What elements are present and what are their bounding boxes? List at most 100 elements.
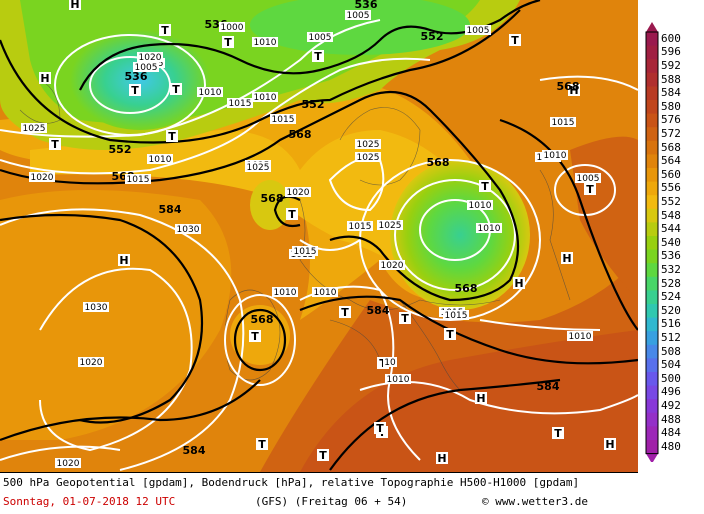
- footer-model: (GFS) (Freitag 06 + 54): [255, 495, 408, 508]
- small-low-north-sea: [250, 180, 290, 230]
- isobar-label-bg: [125, 174, 151, 184]
- legend-value: 532: [661, 263, 681, 276]
- geopotential-label: 568: [251, 313, 274, 326]
- geopotential-label: 552: [421, 30, 444, 43]
- legend-swatch: [646, 440, 658, 455]
- legend-swatch: [646, 127, 658, 142]
- pressure-center-bg: [604, 438, 616, 450]
- legend-value: 536: [661, 249, 681, 263]
- high-pressure-marker: H: [40, 72, 49, 85]
- legend-value: 552: [661, 195, 681, 208]
- high-pressure-marker: H: [119, 254, 128, 267]
- isobar-label-bg: [252, 92, 278, 102]
- pressure-center-bg: [129, 84, 141, 96]
- pressure-center-bg: [339, 306, 351, 318]
- geopotential-label: 552: [302, 98, 325, 111]
- isobar-label-bg: [285, 187, 311, 197]
- footer-date: Sonntag, 01-07-2018 12 UTC: [3, 495, 176, 508]
- legend-value: 596: [661, 45, 681, 59]
- pressure-center-bg: [552, 427, 564, 439]
- isobar-label: 1020: [31, 173, 54, 183]
- legend-swatch: [646, 195, 658, 210]
- geopotential-label: 568: [261, 192, 284, 205]
- isobar-label-bg: [550, 117, 576, 127]
- low-pressure-marker: T: [224, 36, 232, 49]
- isobar-label-bg: [252, 37, 278, 47]
- isobar-label-bg: [476, 223, 502, 233]
- isobar-label-bg: [272, 287, 298, 297]
- low-pressure-marker: T: [376, 422, 384, 435]
- legend-value: 492: [661, 399, 681, 412]
- legend-swatch: [646, 168, 658, 183]
- geopotential-label: 568: [455, 282, 478, 295]
- isobar-label-bg: [345, 10, 371, 20]
- high-pressure-marker: H: [476, 392, 485, 405]
- isobar-label: 1010: [478, 224, 501, 234]
- legend-value: 556: [661, 181, 681, 195]
- pressure-center-bg: [475, 392, 487, 404]
- isobar-label-bg: [355, 139, 381, 149]
- isobar-label: 1010: [254, 38, 277, 48]
- low-pressure-marker: T: [288, 208, 296, 221]
- legend-value: 548: [661, 208, 681, 222]
- isobar-label: 1020: [80, 358, 103, 368]
- high-pressure-marker: H: [514, 277, 523, 290]
- low-pressure-marker: T: [161, 24, 169, 37]
- legend-swatch: [646, 385, 658, 400]
- legend-swatch: [646, 59, 658, 74]
- weather-map: HTTTTTTTTTTTTTHHHHTTHTTHTTTTHH 536536536…: [0, 0, 638, 472]
- isobar-label: 1025: [23, 124, 46, 134]
- isobar-label-bg: [197, 87, 223, 97]
- legend-value: 580: [661, 99, 681, 113]
- isobar-label: 1025: [357, 153, 380, 163]
- isobar-labels: 1000100510051005101010051010101010151015…: [21, 10, 601, 469]
- isobar-label: 1010: [199, 88, 222, 98]
- cold-core-west: [70, 30, 210, 130]
- low-pressure-marker: T: [251, 330, 259, 343]
- isobar-label-bg: [29, 172, 55, 182]
- isobar-label: 1005: [135, 63, 158, 73]
- footer-credit: © www.wetter3.de: [482, 495, 588, 508]
- isobar-label-bg: [567, 331, 593, 341]
- isobar-label: 10: [384, 358, 396, 368]
- isobar-label: 1020: [381, 261, 404, 271]
- geopotential-label: 568: [557, 80, 580, 93]
- legend-swatch: [646, 249, 658, 264]
- low-pressure-marker: T: [586, 183, 594, 196]
- pressure-center-bg: [312, 50, 324, 62]
- isobar-label-bg: [219, 22, 245, 32]
- isobar-label-bg: [245, 162, 271, 172]
- legend-swatch: [646, 426, 658, 441]
- isobar-label-bg: [292, 246, 318, 256]
- pressure-center-bg: [399, 312, 411, 324]
- legend-swatch: [646, 100, 658, 115]
- low-pressure-marker: T: [401, 312, 409, 325]
- isobar-label-bg: [21, 123, 47, 133]
- pressure-center-bg: [166, 130, 178, 142]
- legend-value: 544: [661, 222, 681, 236]
- low-pressure-marker: T: [319, 449, 327, 462]
- isobar-label: 1010: [569, 332, 592, 342]
- pressure-center-bg: [561, 252, 573, 264]
- legend-value: 488: [661, 412, 681, 426]
- legend-swatch: [646, 32, 658, 47]
- legend-frame: [645, 31, 659, 455]
- isobar-label: 1010: [469, 201, 492, 211]
- legend-swatch: [646, 399, 658, 414]
- isobar-label: 1025: [247, 163, 270, 173]
- isobar-label-bg: [379, 260, 405, 270]
- isobar-label-bg: [312, 287, 338, 297]
- pressure-centers: HTTTTTTTTTTTTTHHHHTTHTTHTTTTHH: [39, 0, 616, 465]
- pressure-center-bg: [118, 254, 130, 266]
- isobars: [0, 19, 638, 471]
- isobar-label-bg: [542, 150, 568, 160]
- high-pressure-marker: H: [437, 452, 446, 465]
- isobar-label-bg: [443, 310, 469, 320]
- isobar-label-bg: [147, 154, 173, 164]
- legend-swatch: [646, 86, 658, 101]
- legend-value: 516: [661, 317, 681, 331]
- legend-value: 568: [661, 140, 681, 154]
- geopotential-label: 584: [537, 380, 560, 393]
- map-footer: 500 hPa Geopotential [gpdam], Bodendruck…: [0, 472, 638, 514]
- pressure-center-bg: [69, 0, 81, 10]
